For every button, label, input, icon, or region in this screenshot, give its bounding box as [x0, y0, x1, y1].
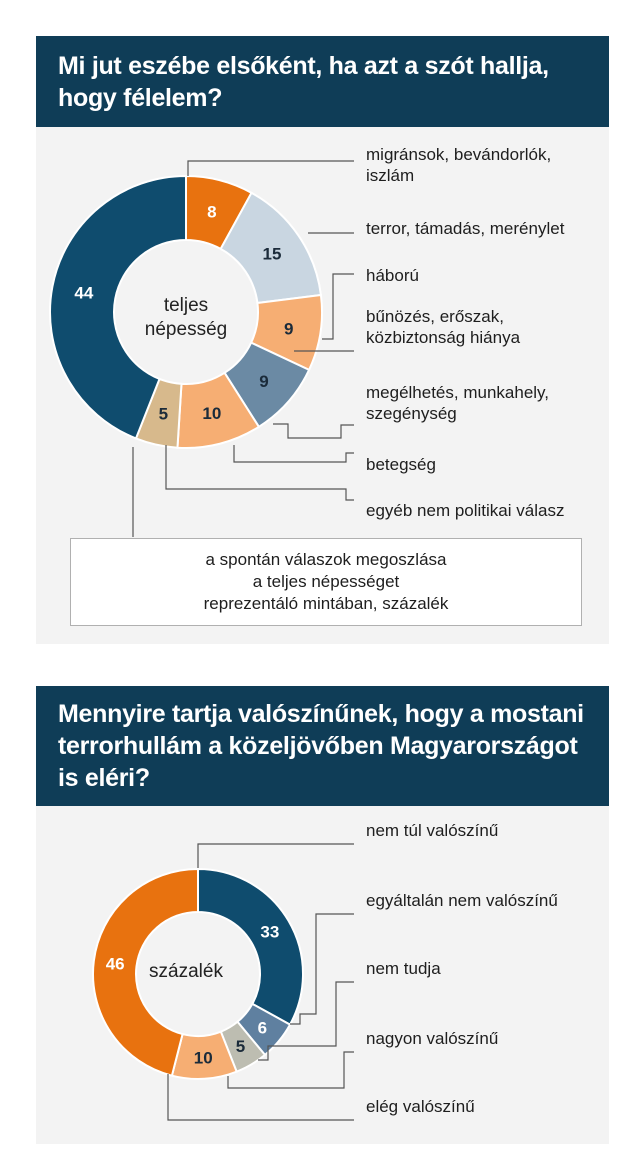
- donut-slice-nem-t-l-val-sz-n-0: [197, 867, 304, 1026]
- legend-label-haboru: háború: [366, 266, 419, 285]
- leader-line: [167, 1074, 354, 1121]
- donut-center-label: százalék: [149, 961, 223, 982]
- slice-value-label: 5: [159, 405, 168, 424]
- slice-value-label: 46: [106, 955, 125, 974]
- slice-value-label: 44: [74, 284, 93, 303]
- legend-label-migransok: migránsok, bevándorlók, iszlám: [366, 145, 552, 185]
- donut-chart-likelihood: 33 65 10 46: [92, 843, 354, 1121]
- legend-label-megelhetes: megélhetés, munkahely, szegénység: [366, 383, 550, 423]
- donut-slice-slice-7: [49, 174, 187, 440]
- chart-title: Mennyire tartja valószínűnek, hogy a mos…: [58, 700, 584, 792]
- slice-value-label: 9: [284, 319, 293, 338]
- donut-chart-fear: 8 15 9 9 10 5 44: [49, 160, 354, 537]
- leader-line: [290, 913, 354, 1025]
- chart-title-bar: Mi jut eszébe elsőként, ha azt a szót ha…: [36, 36, 609, 127]
- donut-center-label: teljes népesség: [144, 295, 228, 340]
- slice-value-label: 33: [260, 923, 279, 942]
- leader-line: [322, 273, 354, 340]
- legend-label-egyeb: egyéb nem politikai válasz: [366, 501, 565, 520]
- slice-value-label: 6: [258, 1018, 267, 1037]
- leader-line: [165, 445, 354, 501]
- chart-panel-fear: Mi jut eszébe elsőként, ha azt a szót ha…: [36, 36, 609, 644]
- legend-label-bunozes: bűnözés, erőszak, közbiztonság hiánya: [366, 307, 521, 347]
- legend-label-nagyon: nagyon valószínű: [366, 1029, 499, 1048]
- slice-value-label: 9: [259, 372, 268, 391]
- leader-line: [132, 447, 134, 537]
- legend-label-nem-tul: nem túl valószínű: [366, 821, 499, 840]
- leader-line: [227, 1051, 354, 1089]
- legend-label-betegseg: betegség: [366, 455, 436, 474]
- chart-title: Mi jut eszébe elsőként, ha azt a szót ha…: [58, 52, 549, 112]
- slice-value-label: 15: [263, 245, 282, 264]
- chart-panel-terror-likelihood: Mennyire tartja valószínűnek, hogy a mos…: [36, 686, 609, 1144]
- leader-line: [187, 160, 354, 176]
- leader-line: [197, 843, 354, 868]
- slice-value-label: 8: [207, 202, 216, 221]
- leader-line: [258, 981, 354, 1061]
- legend-label-egyaltalan-nem: egyáltalán nem valószínű: [366, 891, 558, 910]
- donut-slice-el-g-val-sz-n-4: [92, 867, 199, 1077]
- slice-value-label: 5: [236, 1037, 245, 1056]
- chart-title-bar: Mennyire tartja valószínűnek, hogy a mos…: [36, 686, 609, 806]
- legend-label-nem-tudja: nem tudja: [366, 959, 441, 978]
- slice-value-label: 10: [202, 404, 221, 423]
- legend-label-eleg: elég valószínű: [366, 1097, 475, 1116]
- leader-line: [273, 423, 354, 439]
- chart-note-box: a spontán válaszok megoszlása a teljes n…: [70, 538, 582, 626]
- slice-value-label: 10: [194, 1048, 213, 1067]
- legend-label-terror: terror, támadás, merénylet: [366, 219, 565, 238]
- leader-line: [233, 445, 354, 463]
